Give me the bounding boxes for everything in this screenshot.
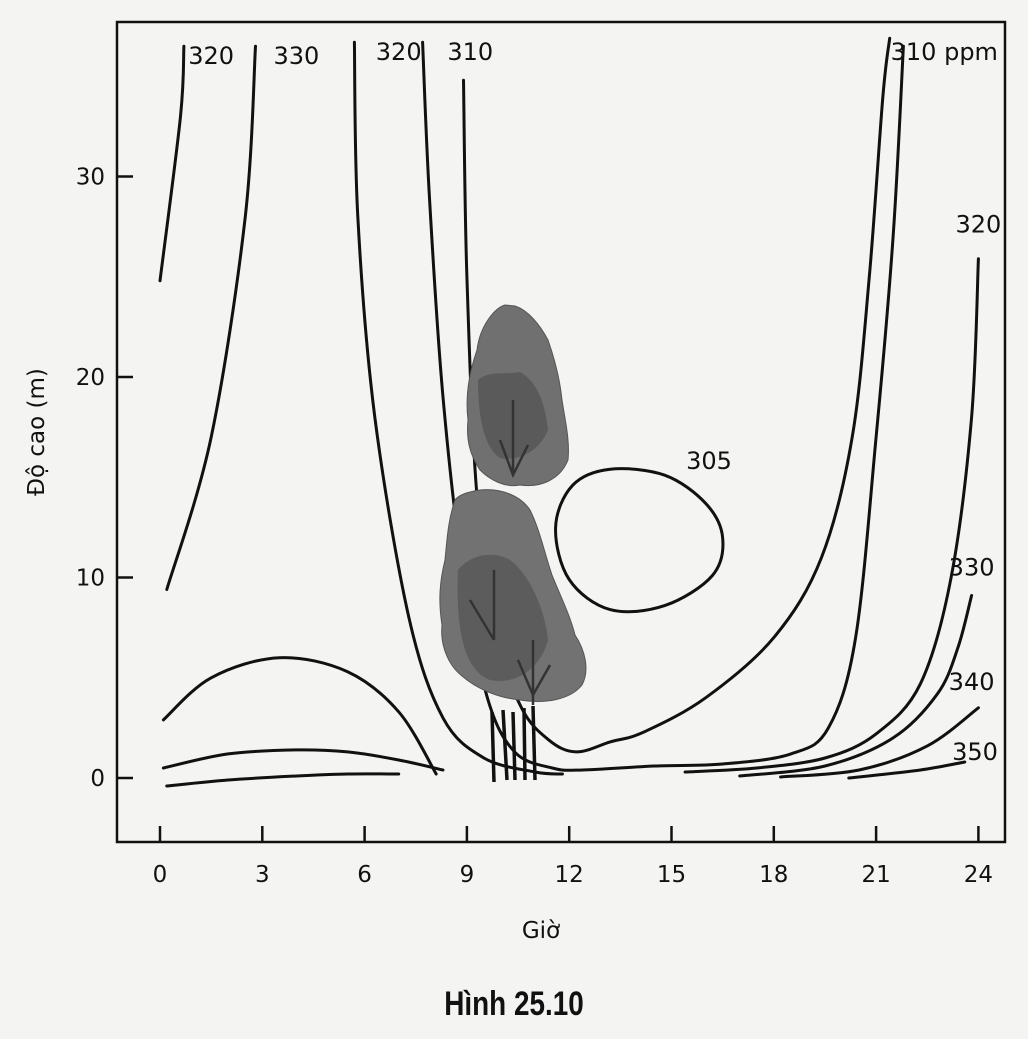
contour-line-310 [421, 40, 905, 772]
y-tick-label: 10 [76, 566, 105, 592]
x-axis-label: Giờ [522, 918, 560, 944]
contour-label: 320 [955, 211, 1001, 239]
x-tick-label: 21 [861, 862, 890, 888]
contour-label: 330 [949, 553, 995, 581]
x-axis-ticks: 0 3 6 9 12 15 18 21 24 [153, 826, 993, 888]
contour-label: 305 [686, 447, 732, 475]
contour-label: 320 [188, 42, 234, 70]
contour-lines [158, 36, 980, 788]
contour-label: 340 [949, 668, 995, 696]
x-tick-label: 15 [657, 862, 686, 888]
contour-line-330 [165, 44, 257, 591]
y-tick-label: 0 [90, 766, 105, 792]
x-tick-label: 6 [357, 862, 372, 888]
contour-line [161, 748, 445, 772]
y-axis-label: Độ cao (m) [24, 368, 50, 496]
contour-line-320 [683, 257, 980, 774]
contour-line-350 [847, 760, 967, 780]
figure-caption: Hình 25.10 [444, 985, 584, 1023]
contour-labels: 320 330 320 310 310 ppm 320 305 330 340 350 [188, 38, 1001, 766]
plot-frame [115, 20, 1007, 844]
x-tick-label: 3 [255, 862, 270, 888]
contour-line-330 [738, 594, 974, 778]
contour-line-340 [779, 706, 980, 779]
contour-line [161, 656, 438, 776]
contour-label: 310 ppm [891, 38, 998, 66]
x-tick-label: 18 [759, 862, 788, 888]
x-tick-label: 12 [555, 862, 584, 888]
contour-line [165, 772, 401, 788]
tree-icon [439, 304, 587, 783]
contour-line-320 [158, 44, 186, 283]
contour-label: 310 [447, 38, 493, 66]
y-tick-label: 20 [76, 365, 105, 391]
x-tick-label: 0 [153, 862, 168, 888]
y-tick-label: 30 [76, 165, 105, 191]
x-tick-label: 24 [964, 862, 993, 888]
contour-line-310 [462, 36, 892, 754]
contour-label: 350 [952, 738, 998, 766]
y-axis-ticks: 0 10 20 30 [76, 165, 133, 792]
contour-line-305 [554, 467, 725, 614]
contour-label: 330 [273, 42, 319, 70]
x-tick-label: 9 [460, 862, 475, 888]
contour-label: 320 [376, 38, 422, 66]
